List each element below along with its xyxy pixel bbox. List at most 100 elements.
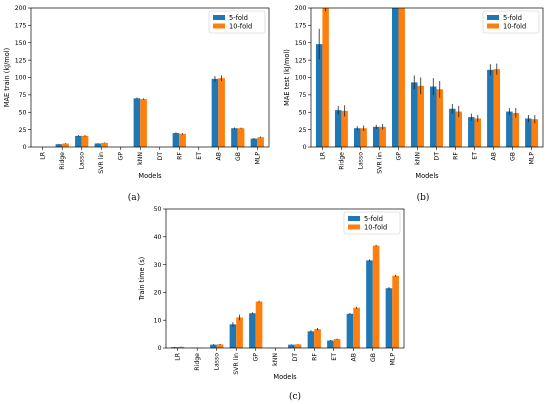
bar-5fold: [385, 288, 393, 348]
x-tick-label: GP: [395, 152, 402, 161]
x-tick-label: Lasso: [79, 152, 86, 170]
bar-10fold: [512, 112, 520, 147]
y-tick-label: 50: [299, 109, 307, 116]
x-tick-label: LR: [175, 352, 182, 360]
bar-10fold: [333, 339, 341, 348]
x-tick-label: RF: [453, 152, 460, 160]
bars: [171, 244, 399, 348]
bar-10fold: [216, 344, 224, 348]
bar-10fold: [372, 245, 380, 348]
bar-10fold: [62, 143, 69, 147]
y-tick-label: 25: [19, 127, 27, 134]
bar-5fold: [171, 347, 178, 348]
panel-caption: (a): [128, 192, 140, 203]
bar-5fold: [327, 340, 334, 348]
legend-swatch: [487, 23, 499, 29]
axes-frame: [310, 7, 544, 148]
x-tick-label: AB: [350, 353, 357, 361]
bar-5fold: [75, 135, 82, 147]
y-tick-label: 125: [15, 57, 27, 64]
x-tick-label: ET: [331, 353, 338, 361]
bar-10fold: [360, 128, 367, 147]
x-axis-label: Models: [138, 172, 162, 180]
y-axis-label: MAE train (kJ/mol): [3, 48, 11, 107]
bar-10fold: [81, 135, 89, 147]
x-tick-label: LR: [319, 151, 326, 159]
y-axis-label: MAE test (kJ/mol): [283, 49, 291, 106]
y-tick-label: 0: [303, 144, 307, 151]
bar-5fold: [307, 331, 315, 348]
bar-5fold: [468, 117, 475, 147]
bar-5fold: [210, 344, 217, 348]
panel-caption: (c): [289, 391, 301, 402]
x-tick-label: GB: [235, 152, 242, 161]
y-tick-label: 175: [295, 23, 307, 30]
y-tick-label: 75: [299, 92, 307, 99]
axes-frame: [165, 208, 405, 349]
bar-5fold: [133, 98, 141, 147]
x-tick-label: MLP: [529, 152, 536, 165]
bar-5fold: [506, 111, 513, 147]
legend-swatch: [487, 15, 499, 20]
bar-10fold: [379, 126, 386, 147]
y-tick-label: 200: [295, 5, 307, 12]
bar-10fold: [177, 346, 185, 348]
bar-10fold: [257, 137, 264, 147]
bar-5fold: [172, 133, 180, 147]
bar-5fold: [449, 108, 456, 147]
bar-5fold: [372, 126, 380, 147]
x-tick-label: AB: [491, 152, 498, 160]
x-tick-label: kNN: [414, 152, 421, 165]
bar-10fold: [392, 275, 399, 348]
y-tick-label: 30: [154, 262, 162, 269]
bar-10fold: [255, 301, 263, 348]
panel-c-train-time: 0 10 20 30 40 50 LR Ridge Lasso SVR lin GP kNN DT RF E…: [138, 206, 405, 402]
x-tick-label: DT: [292, 353, 299, 362]
x-tick-label: ET: [472, 152, 479, 160]
y-tick-label: 75: [19, 92, 27, 99]
x-tick-label: RF: [311, 353, 318, 361]
bar-5fold: [353, 128, 361, 147]
legend-label: 10-fold: [229, 22, 252, 30]
bar-10fold: [353, 307, 360, 348]
x-tick-label: MLP: [254, 152, 261, 165]
y-tick-label: 50: [19, 109, 27, 116]
bars: [55, 75, 264, 147]
y-tick-label: 175: [15, 23, 27, 30]
bar-5fold: [55, 144, 63, 147]
x-tick-label: Ridge: [59, 152, 66, 170]
bar-10fold: [417, 85, 424, 147]
legend-label: 10-fold: [364, 223, 387, 231]
bar-5fold: [430, 86, 437, 147]
bar-5fold: [392, 8, 399, 147]
x-tick-label: Lasso: [357, 152, 364, 170]
bar-10fold: [474, 118, 482, 147]
x-axis-label: Models: [273, 373, 297, 381]
x-tick-label: DT: [434, 152, 441, 161]
bar-10fold: [314, 329, 321, 348]
bar-5fold: [94, 143, 102, 147]
bar-5fold: [229, 324, 237, 348]
legend-swatch: [213, 23, 225, 29]
bar-5fold: [334, 110, 342, 147]
panel-a-mae-train: 0 25 50 75 100 125 150 175 200 LR Ridge Lasso SVR li…: [3, 5, 270, 203]
x-tick-label: SVR lin: [376, 152, 383, 174]
x-tick-label: MLP: [389, 353, 396, 366]
legend-label: 5-fold: [503, 14, 522, 22]
y-tick-label: 150: [295, 40, 307, 47]
x-tick-label: ET: [196, 152, 203, 160]
x-tick-label: SVR lin: [98, 152, 105, 174]
bar-10fold: [179, 133, 186, 147]
y-tick-label: 50: [154, 206, 162, 213]
bar-10fold: [322, 8, 329, 147]
x-tick-label: LR: [40, 151, 47, 159]
bar-5fold: [411, 82, 418, 147]
y-tick-label: 0: [23, 144, 27, 151]
bar-10fold: [294, 344, 302, 348]
y-tick-label: 100: [295, 75, 307, 82]
y-tick-label: 150: [15, 40, 27, 47]
bar-5fold: [288, 344, 295, 348]
bar-10fold: [237, 128, 245, 147]
y-tick-label: 125: [295, 57, 307, 64]
